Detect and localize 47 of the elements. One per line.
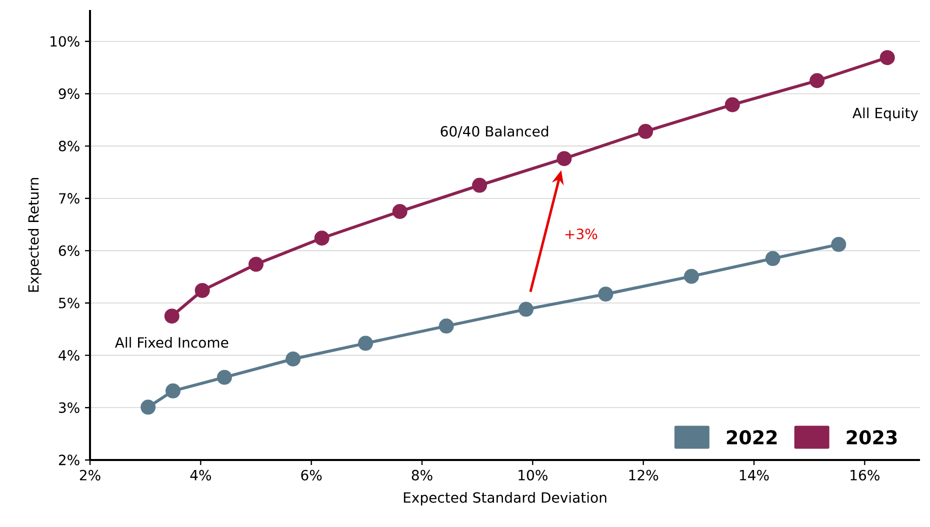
y-tick-label: 10% (50, 36, 80, 47)
point (684, 268, 699, 284)
point (810, 73, 825, 88)
y-tick-label: 8% (58, 140, 80, 152)
point (638, 124, 654, 139)
point (392, 204, 408, 219)
point (438, 318, 454, 334)
y-tick-label: 6% (58, 245, 80, 256)
point (724, 97, 740, 112)
y-tick-label: 9% (58, 88, 80, 100)
annotation: 60/40 Balanced (440, 126, 548, 138)
point (166, 383, 181, 398)
point (880, 50, 895, 66)
x-tick-label: 6% (301, 470, 322, 480)
y-tick-label: 7% (59, 193, 80, 204)
x-tick-label: 14% (740, 470, 769, 480)
y-axis-title: Expected Return (28, 178, 42, 292)
x-tick-label: 10% (518, 470, 548, 480)
point (286, 352, 301, 366)
point (140, 400, 156, 415)
y-tick-label: 5% (59, 298, 80, 308)
point (556, 151, 572, 166)
point (831, 236, 846, 252)
x-tick-label: 8% (412, 470, 432, 480)
point (598, 286, 614, 302)
annotation: All Fixed Income (114, 336, 228, 348)
x-tick-label: 4% (190, 470, 212, 480)
point (164, 308, 180, 324)
legend-label: 2022 (726, 430, 777, 445)
point (358, 336, 374, 351)
annotation: +3% (565, 228, 598, 240)
annotation: All Equity (852, 107, 918, 122)
x-tick-label: 16% (850, 470, 880, 480)
point (194, 282, 210, 298)
point (314, 230, 330, 246)
x-axis-title: Expected Standard Deviation (404, 492, 606, 506)
y-tick-label: 2% (58, 454, 80, 466)
y-tick-label: 4% (58, 350, 80, 361)
point (472, 178, 488, 193)
point (765, 251, 780, 266)
point (216, 370, 232, 385)
point (518, 302, 534, 317)
legend-label: 2023 (846, 430, 897, 445)
x-tick-label: 12% (629, 470, 658, 480)
y-tick-label: 3% (59, 402, 80, 413)
x-tick-label: 2% (80, 470, 100, 480)
point (248, 256, 264, 272)
